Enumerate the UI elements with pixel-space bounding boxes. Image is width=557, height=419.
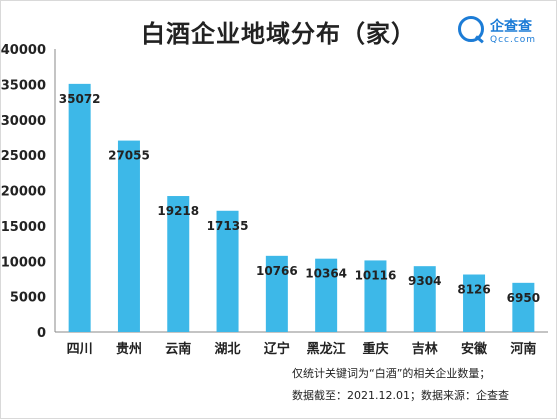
bar-value-label: 10116 bbox=[355, 268, 397, 282]
magnifier-icon bbox=[458, 16, 484, 42]
x-category-label: 辽宁 bbox=[264, 341, 290, 357]
y-tick-label: 35000 bbox=[1, 78, 46, 93]
bar bbox=[512, 282, 535, 332]
x-category-label: 吉林 bbox=[412, 341, 438, 357]
y-tick-label: 25000 bbox=[1, 149, 46, 164]
bar-value-label: 19218 bbox=[157, 204, 199, 218]
chart-title: 白酒企业地域分布（家） bbox=[141, 20, 416, 48]
y-tick-label: 15000 bbox=[1, 220, 46, 235]
bar bbox=[216, 210, 239, 332]
qcc-logo: 企查查 Qcc.com bbox=[458, 14, 548, 48]
y-tick-label: 40000 bbox=[1, 43, 46, 58]
footnote-source: 数据截至：2021.12.01；数据来源：企查查 bbox=[292, 389, 509, 402]
bar bbox=[463, 274, 486, 332]
x-category-label: 湖北 bbox=[215, 342, 241, 357]
bar bbox=[117, 140, 140, 332]
bar bbox=[68, 83, 91, 332]
footnote-scope: 仅统计关键词为“白酒”的相关企业数量； bbox=[292, 367, 491, 380]
y-tick-label: 30000 bbox=[1, 114, 46, 129]
y-tick-label: 20000 bbox=[1, 185, 46, 200]
x-category-label: 河南 bbox=[510, 341, 536, 357]
y-tick-label: 5000 bbox=[10, 291, 46, 306]
bar-value-label: 10766 bbox=[256, 264, 298, 278]
x-category-label: 贵州 bbox=[116, 341, 142, 357]
y-tick-label: 0 bbox=[37, 326, 46, 341]
logo-name: 企查查 bbox=[490, 19, 532, 35]
x-category-label: 四川 bbox=[67, 342, 93, 357]
bar-value-label: 35072 bbox=[59, 92, 101, 106]
bar-value-label: 8126 bbox=[457, 283, 490, 297]
logo-domain: Qcc.com bbox=[490, 35, 537, 45]
x-category-label: 安徽 bbox=[461, 341, 488, 357]
bar-value-label: 6950 bbox=[507, 291, 540, 305]
bar-value-label: 27055 bbox=[108, 149, 150, 163]
bar-value-label: 9304 bbox=[408, 274, 441, 288]
bar bbox=[315, 258, 338, 332]
bar bbox=[167, 196, 190, 332]
y-tick-label: 10000 bbox=[1, 255, 46, 270]
bar-value-label: 17135 bbox=[207, 219, 249, 233]
bar bbox=[364, 260, 387, 332]
bar bbox=[265, 255, 288, 332]
x-category-label: 黑龙江 bbox=[307, 341, 346, 357]
x-category-label: 重庆 bbox=[362, 341, 388, 357]
x-category-label: 云南 bbox=[165, 341, 191, 357]
bar bbox=[413, 266, 436, 332]
bar-value-label: 10364 bbox=[305, 267, 347, 281]
